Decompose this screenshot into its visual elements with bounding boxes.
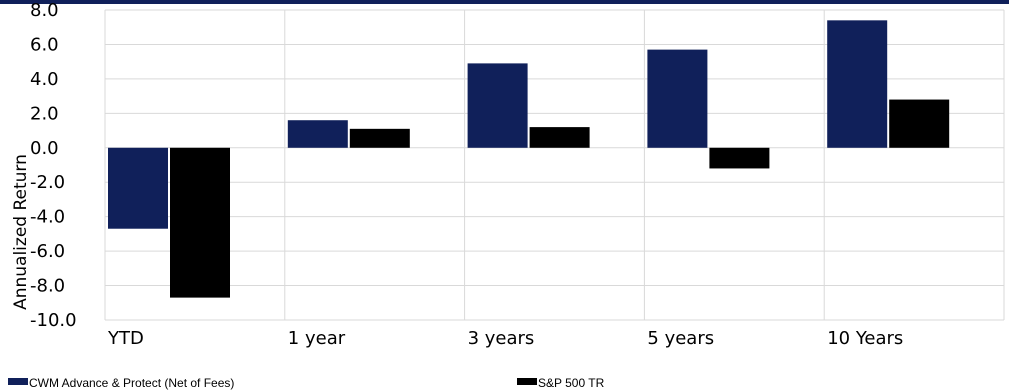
bars: [108, 20, 950, 298]
bar-benchmark: [529, 127, 590, 148]
x-axis-ticks: YTD 1 year 3 years 5 years 10 Years: [107, 328, 903, 349]
bar-fund: [287, 120, 348, 148]
bar-benchmark: [170, 147, 230, 298]
x-tick-label: 5 years: [647, 328, 714, 349]
y-axis-ticks: 8.0 6.0 4.0 2.0 0.0 -2.0 -4.0 -6.0 -8.0 -10.0: [30, 0, 77, 331]
bar-benchmark: [889, 99, 950, 148]
y-tick-label: -2.0: [30, 172, 65, 193]
x-tick-label: 10 Years: [827, 328, 903, 349]
bar-fund: [108, 147, 168, 229]
legend-label: S&P 500 TR: [538, 376, 605, 390]
y-tick-label: 4.0: [30, 69, 59, 90]
y-axis-title: Annualized Return: [11, 154, 31, 310]
legend: CWM Advance & Protect (Net of Fees) S&P 5…: [8, 376, 605, 390]
y-tick-label: 2.0: [30, 103, 59, 124]
x-tick-label: 1 year: [288, 328, 346, 349]
x-tick-label: YTD: [107, 328, 144, 349]
y-tick-label: 6.0: [30, 34, 59, 55]
y-tick-label: -8.0: [30, 276, 65, 297]
legend-swatch: [8, 378, 28, 385]
y-tick-label: 0.0: [30, 138, 59, 159]
top-rule: [0, 0, 1009, 4]
y-tick-label: 8.0: [30, 0, 59, 21]
y-tick-label: -6.0: [30, 241, 65, 262]
legend-label: CWM Advance & Protect (Net of Fees): [29, 376, 234, 390]
y-tick-label: -10.0: [30, 310, 77, 331]
y-tick-label: -4.0: [30, 207, 65, 228]
bar-fund: [827, 20, 888, 148]
bar-benchmark: [349, 128, 410, 148]
legend-swatch: [517, 378, 537, 385]
bar-benchmark: [709, 147, 770, 169]
x-tick-label: 3 years: [468, 328, 535, 349]
bar-fund: [467, 63, 528, 148]
bar-fund: [647, 49, 708, 148]
